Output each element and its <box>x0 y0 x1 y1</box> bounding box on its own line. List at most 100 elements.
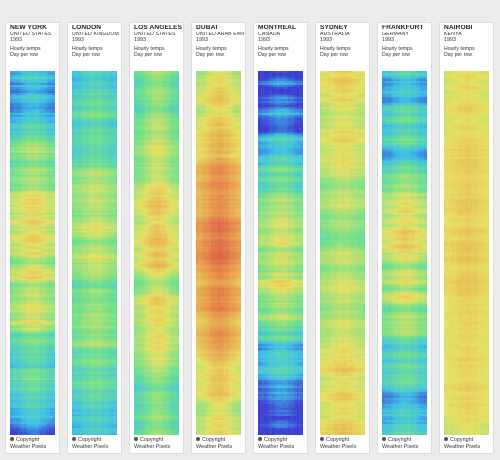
heat-cell <box>53 284 55 287</box>
heat-cell <box>40 228 43 231</box>
heat-cell <box>26 406 29 409</box>
heat-cell <box>51 126 54 130</box>
heat-cell <box>32 380 35 383</box>
heat-cell <box>45 316 48 319</box>
heat-cell <box>24 266 28 269</box>
heat-cell <box>100 116 103 120</box>
heat-cell <box>53 408 55 411</box>
heat-cell <box>17 234 20 237</box>
heat-cell <box>28 90 31 94</box>
heat-cell <box>47 170 50 173</box>
heat-cell <box>38 170 41 173</box>
heat-cell <box>28 182 31 185</box>
heat-cell <box>24 132 28 136</box>
heat-cell <box>90 112 93 116</box>
heat-cell <box>41 360 44 363</box>
heat-cell <box>32 152 35 155</box>
heat-cell <box>111 110 114 114</box>
heat-cell <box>38 350 41 353</box>
heat-cell <box>10 264 13 267</box>
heat-cell <box>32 234 35 237</box>
heat-cell <box>79 98 82 102</box>
heat-cell <box>51 372 54 375</box>
heat-cell <box>73 92 76 96</box>
heat-cell <box>13 244 16 247</box>
heat-cell <box>38 240 41 243</box>
heat-cell <box>23 298 26 301</box>
heat-cell <box>49 80 52 84</box>
heat-cell <box>34 164 37 167</box>
heat-cell <box>49 176 52 179</box>
heat-cell <box>24 386 28 389</box>
heat-cell <box>51 204 54 207</box>
heat-cell <box>34 382 37 385</box>
heat-cell <box>51 236 54 239</box>
heat-cell <box>17 242 20 245</box>
heat-cell <box>86 84 90 88</box>
heat-cell <box>17 170 20 173</box>
heat-cell <box>32 364 35 367</box>
heat-cell <box>36 138 39 142</box>
heat-cell <box>102 84 105 88</box>
heat-cell <box>13 214 16 217</box>
heat-cell <box>36 142 39 145</box>
heat-cell <box>49 162 52 165</box>
heat-cell <box>41 392 44 395</box>
heat-cell <box>49 210 52 213</box>
heat-cell <box>11 182 14 185</box>
heat-cell <box>41 234 44 237</box>
heat-cell <box>28 372 31 375</box>
heat-cell <box>34 404 37 407</box>
heat-cell <box>24 138 28 142</box>
heat-cell <box>107 90 110 94</box>
heat-cell <box>23 426 26 429</box>
heat-cell <box>75 96 78 100</box>
heat-cell <box>103 71 106 74</box>
heat-cell <box>19 358 22 361</box>
heat-cell <box>32 116 35 120</box>
heat-cell <box>47 270 50 273</box>
heat-cell <box>32 76 35 80</box>
heat-cell <box>21 276 24 279</box>
heat-cell <box>19 232 22 235</box>
heat-cell <box>47 230 50 233</box>
heat-cell <box>40 158 43 161</box>
heat-cell <box>10 360 13 363</box>
heat-cell <box>34 346 37 349</box>
heat-cell <box>109 88 112 92</box>
heat-cell <box>17 364 20 367</box>
heat-cell <box>53 320 55 323</box>
heat-cell <box>79 90 82 94</box>
heat-cell <box>24 420 28 423</box>
heat-cell <box>23 322 26 325</box>
heat-cell <box>83 100 86 104</box>
heat-cell <box>51 396 54 399</box>
heat-cell <box>41 318 44 321</box>
heat-cell <box>79 104 82 108</box>
heat-cell <box>30 342 33 345</box>
heat-cell <box>26 164 29 167</box>
heat-cell <box>23 416 26 419</box>
heat-cell <box>40 274 43 277</box>
heat-cell <box>23 180 26 183</box>
heat-cell <box>38 396 41 399</box>
heat-cell <box>36 224 39 227</box>
heat-cell <box>15 96 18 100</box>
heat-cell <box>43 222 46 225</box>
heat-cell <box>26 338 29 341</box>
heat-cell <box>41 348 44 351</box>
heat-cell <box>11 240 14 243</box>
heat-cell <box>19 400 22 403</box>
heat-cell <box>30 228 33 231</box>
heat-cell <box>26 128 29 132</box>
heat-cell <box>40 250 43 253</box>
heat-cell <box>34 418 37 421</box>
heat-cell <box>34 108 37 112</box>
heat-cell <box>28 100 31 104</box>
heat-cell <box>49 428 52 431</box>
heat-cell <box>21 310 24 313</box>
heat-cell <box>36 242 39 245</box>
heat-cell <box>51 266 54 269</box>
heat-cell <box>90 100 93 104</box>
heat-cell <box>30 422 33 425</box>
